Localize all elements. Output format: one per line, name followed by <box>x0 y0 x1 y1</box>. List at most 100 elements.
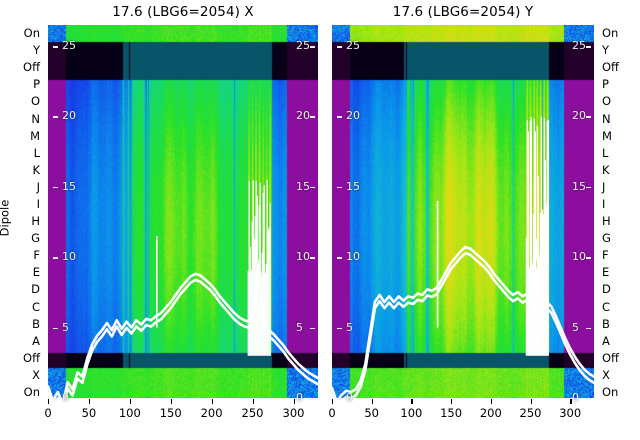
dipole-tick-label: D <box>602 282 611 297</box>
x-tick-mark <box>48 399 50 404</box>
dipole-tick-label: O <box>602 94 612 109</box>
inner-y-tick-label: 15 <box>62 179 76 193</box>
inner-y-tick-label: 10 <box>62 250 76 264</box>
x-tick-label: 150 <box>159 406 182 420</box>
dipole-tick-label: E <box>602 265 610 280</box>
inner-y-tick-mark <box>53 46 58 48</box>
dipole-tick-label: On <box>23 26 40 40</box>
x-tick-mark <box>129 399 132 404</box>
x-tick-mark <box>371 399 374 404</box>
panel-title-x: 17.6 (LBG6=2054) X <box>112 4 254 20</box>
inner-y-tick-mark <box>53 327 58 330</box>
inner-y-tick-label: 25 <box>346 39 360 53</box>
categorical-axis-right: On Y Off P O N M L K J I H G F E D C B A Off X On <box>598 25 640 398</box>
dipole-tick-label: O <box>30 94 40 109</box>
inner-y-tick-label: 0 <box>572 391 579 404</box>
panel-title-y: 17.6 (LBG6=2054) Y <box>392 4 534 20</box>
x-tick-label: 0 <box>44 406 52 420</box>
dipole-tick-label: K <box>32 162 40 177</box>
y-axis-label: Dipole <box>0 199 12 237</box>
trace-burst <box>525 117 549 356</box>
inner-y-tick-mark <box>310 327 315 330</box>
x-tick-label: 200 <box>200 406 223 420</box>
dipole-tick-label: M <box>602 128 612 143</box>
dipole-tick-label: N <box>31 111 40 126</box>
inner-y-tick-mark <box>337 257 342 259</box>
dipole-tick-label: G <box>31 231 40 246</box>
x-axis-x: 0 50 100 150 200 250 300 <box>44 399 318 429</box>
dipole-tick-label: H <box>31 214 40 228</box>
x-tick-mark <box>211 399 213 404</box>
dipole-tick-label: F <box>602 248 609 263</box>
dipole-tick-label: B <box>602 316 610 331</box>
inner-y-tick-label: 25 <box>296 39 310 53</box>
categorical-axis-left: Dipole On Y Off P O N M L K J I H G F E D C B A Off X On <box>0 25 44 399</box>
heatmap-canvas <box>48 25 318 398</box>
inner-y-tick-mark <box>586 327 591 330</box>
trace-line <box>332 238 594 398</box>
dipole-tick-label: P <box>33 77 40 92</box>
dipole-tick-label: I <box>36 197 40 211</box>
inner-y-tick-label: 5 <box>296 320 303 334</box>
trace-burst <box>247 179 271 356</box>
inner-y-tick-label: 0 <box>346 391 353 404</box>
inner-y-tick-mark <box>586 186 591 189</box>
dipole-tick-label: X <box>32 367 40 382</box>
dipole-tick-label: On <box>23 385 40 399</box>
dipole-tick-label: X <box>602 367 610 382</box>
x-tick-mark <box>411 399 413 404</box>
inner-y-tick-label: 10 <box>572 250 586 264</box>
inner-y-tick-mark <box>337 327 342 330</box>
dipole-tick-label: Off <box>602 60 619 75</box>
dipole-tick-label: Y <box>602 43 610 58</box>
inner-y-tick-label: 20 <box>296 109 310 123</box>
inner-y-tick-mark <box>586 116 591 118</box>
dipole-tick-label: H <box>602 214 611 228</box>
trace-line <box>48 266 318 398</box>
x-tick-mark <box>451 399 453 404</box>
x-tick-label: 250 <box>519 406 542 420</box>
x-tick-label: 300 <box>282 406 305 420</box>
x-tick-label: 50 <box>81 406 97 420</box>
dipole-tick-label: Off <box>23 350 40 365</box>
inner-y-tick-label: 0 <box>296 391 303 404</box>
inner-y-tick-label: 5 <box>62 320 69 334</box>
inner-y-tick-label: 20 <box>62 109 76 123</box>
x-tick-label: 300 <box>559 406 582 420</box>
inner-y-tick-mark <box>53 186 58 189</box>
dipole-tick-label: A <box>602 333 610 348</box>
heatmap-image-y <box>332 25 594 398</box>
x-tick-mark <box>170 399 173 404</box>
x-tick-label: 0 <box>328 406 336 420</box>
dipole-tick-label: B <box>32 316 40 331</box>
dipole-tick-label: N <box>602 111 611 126</box>
dipole-tick-label: I <box>602 197 606 211</box>
inner-y-tick-mark <box>53 398 58 400</box>
heatmap-panel-x[interactable] <box>48 25 318 398</box>
overlay-trace-x <box>48 179 318 398</box>
inner-y-tick-label: 10 <box>346 250 360 264</box>
heatmap-canvas <box>332 25 594 398</box>
heatmap-image-x <box>48 25 318 398</box>
dipole-tick-label: L <box>602 145 609 160</box>
inner-y-tick-mark <box>310 257 315 259</box>
trace-line <box>332 244 594 398</box>
inner-y-tick-label: 20 <box>572 109 586 123</box>
dipole-tick-label: E <box>32 265 40 280</box>
inner-y-tick-label: 15 <box>296 179 310 193</box>
heatmap-panel-y[interactable] <box>332 25 594 398</box>
inner-y-tick-mark <box>337 116 342 118</box>
inner-y-tick-label: 5 <box>346 320 353 334</box>
x-tick-mark <box>332 399 334 404</box>
dipole-tick-label: P <box>602 77 609 92</box>
dipole-tick-label: G <box>602 231 611 246</box>
inner-y-tick-mark <box>310 116 315 118</box>
dipole-tick-label: F <box>33 248 40 263</box>
dipole-tick-label: J <box>36 179 40 194</box>
dipole-tick-label: D <box>31 282 40 297</box>
inner-y-tick-label: 25 <box>572 39 586 53</box>
inner-y-tick-mark <box>53 257 58 259</box>
inner-y-tick-mark <box>586 398 591 400</box>
x-tick-mark <box>252 399 254 404</box>
inner-y-tick-mark <box>586 257 591 259</box>
